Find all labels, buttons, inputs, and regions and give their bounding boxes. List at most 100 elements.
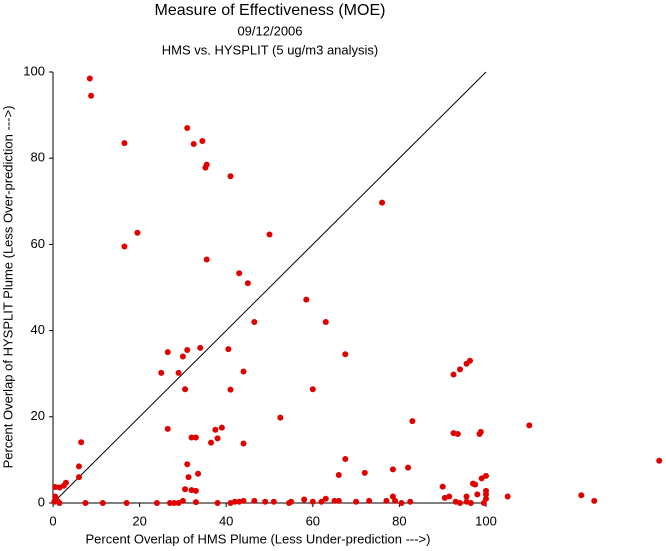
point: [182, 486, 189, 493]
point: [197, 344, 204, 351]
point: [192, 487, 199, 494]
point: [240, 440, 247, 447]
point: [277, 414, 284, 421]
chart-subtitle: HMS vs. HYSPLIT (5 ug/m3 analysis): [162, 42, 379, 57]
reference-line: [52, 71, 487, 504]
point: [166, 500, 173, 506]
point: [164, 425, 171, 432]
point: [318, 498, 325, 505]
point: [407, 498, 414, 505]
point: [227, 386, 234, 393]
x-tick-label: 80: [392, 513, 406, 528]
point: [214, 500, 221, 506]
point: [251, 318, 258, 325]
point: [379, 199, 386, 206]
point: [472, 481, 479, 488]
y-tick-label: 20: [31, 408, 45, 423]
point: [203, 256, 210, 263]
point: [266, 231, 273, 238]
point: [439, 483, 446, 490]
point: [335, 471, 342, 478]
point: [86, 75, 93, 82]
point: [88, 92, 95, 99]
x-tick-label: 40: [219, 513, 233, 528]
x-tick-label: 60: [306, 513, 320, 528]
point: [195, 470, 202, 477]
point: [75, 474, 82, 481]
point: [171, 500, 178, 506]
point: [450, 371, 457, 378]
point: [184, 461, 191, 468]
point: [483, 472, 489, 479]
point: [240, 368, 247, 375]
point: [383, 497, 390, 504]
x-tick-label: 20: [132, 513, 146, 528]
point: [192, 434, 199, 441]
point: [82, 500, 89, 506]
point: [457, 366, 464, 373]
point: [526, 422, 533, 429]
point: [361, 469, 368, 476]
x-tick-label: 0: [49, 513, 56, 528]
point: [342, 456, 349, 463]
point: [99, 500, 106, 506]
point: [208, 439, 215, 446]
point: [578, 492, 585, 499]
point: [454, 431, 461, 438]
y-tick-label: 100: [23, 63, 45, 78]
point: [409, 418, 416, 425]
point: [175, 369, 182, 376]
point: [123, 500, 130, 506]
point: [185, 474, 192, 481]
point: [405, 464, 412, 471]
point: [121, 140, 128, 147]
point: [158, 369, 165, 376]
y-tick-label: 80: [31, 150, 45, 165]
point: [353, 498, 360, 505]
point: [225, 346, 232, 353]
point: [331, 497, 338, 504]
point: [389, 466, 396, 473]
point: [398, 500, 405, 506]
point: [56, 484, 63, 491]
point: [134, 229, 141, 236]
point: [457, 500, 464, 506]
point: [446, 493, 453, 500]
chart-subtitle: 09/12/2006: [237, 23, 302, 38]
point: [366, 497, 373, 504]
point: [303, 296, 310, 303]
point: [466, 357, 473, 364]
point: [184, 125, 191, 132]
point: [153, 500, 160, 506]
point: [656, 457, 663, 464]
point: [199, 137, 206, 144]
y-axis-label: Percent Overlap of HYSPLIT Plume (Less O…: [0, 106, 15, 469]
y-tick-label: 0: [38, 494, 45, 509]
point: [467, 500, 474, 506]
point: [474, 491, 481, 498]
point: [309, 386, 316, 393]
point: [212, 426, 219, 433]
y-tick-label: 60: [31, 236, 45, 251]
point: [179, 497, 186, 504]
point: [188, 434, 195, 441]
point: [75, 463, 82, 470]
point: [78, 439, 85, 446]
point: [322, 318, 329, 325]
point: [244, 280, 251, 287]
point: [164, 349, 171, 356]
point: [463, 493, 470, 500]
point: [591, 497, 598, 504]
point: [483, 487, 489, 494]
point: [483, 495, 489, 502]
point: [240, 497, 247, 504]
point: [52, 484, 59, 491]
point: [309, 498, 316, 505]
point: [335, 497, 342, 504]
point: [288, 498, 295, 505]
point: [262, 498, 269, 505]
point: [236, 270, 243, 277]
point: [231, 498, 238, 505]
chart-title: Measure of Effectiveness (MOE): [155, 2, 386, 19]
point: [56, 500, 63, 506]
